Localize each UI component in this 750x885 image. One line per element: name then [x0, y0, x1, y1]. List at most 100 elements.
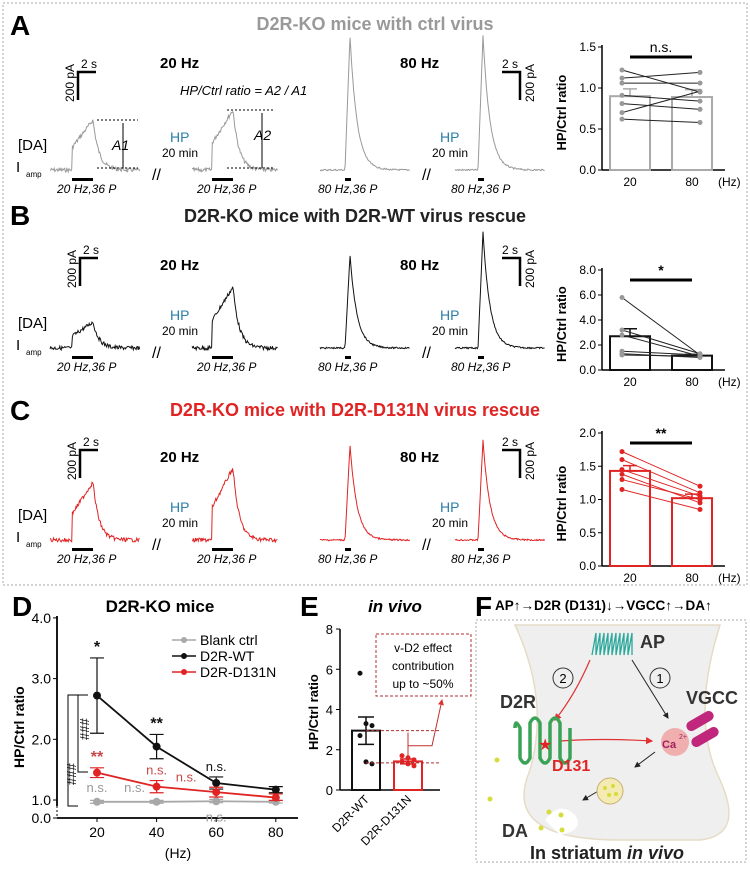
stim-bar	[212, 178, 233, 181]
freq-label-80hz: 80 Hz	[400, 449, 439, 466]
da-label: [DA]	[18, 507, 47, 524]
x-unit-label: (Hz)	[718, 175, 741, 189]
data-point	[697, 506, 703, 512]
diagram-caption: In striatum in vivo	[530, 843, 684, 863]
data-point	[619, 327, 625, 333]
a1-label: A1	[111, 137, 129, 153]
stim-label: 80 Hz,36 P	[451, 360, 510, 374]
data-point	[697, 497, 703, 502]
y-tick-label: 4.0	[579, 313, 596, 327]
panel-d-title: D2R-KO mice	[106, 597, 215, 616]
data-point	[212, 788, 221, 797]
data-point	[369, 723, 375, 729]
error-bar	[623, 464, 637, 471]
y-tick-label: 2.0	[32, 731, 52, 747]
annotation-line-2: contribution	[392, 659, 454, 673]
hp-label: HP	[170, 499, 189, 515]
y-tick-label: 2.0	[579, 426, 596, 440]
current-trace	[191, 110, 278, 173]
freq-label-80hz-a: 80 Hz	[400, 55, 439, 72]
data-point	[619, 487, 625, 493]
hp-label: HP	[440, 307, 459, 323]
x-tick-label: 40	[149, 824, 165, 840]
paired-line	[621, 489, 701, 510]
data-point	[152, 742, 161, 751]
data-point	[619, 75, 625, 81]
stim-bar	[72, 548, 93, 551]
panel-letter-e: E	[300, 591, 319, 622]
y-tick-label: 0.5	[579, 526, 596, 540]
panel-c-title: D2R-KO mice with D2R-D131N virus rescue	[170, 400, 540, 420]
x-tick-label: 20	[89, 824, 105, 840]
vgcc-channel-icon	[686, 711, 714, 731]
stim-label: 20 Hz,36 P	[196, 182, 256, 196]
data-point	[619, 449, 625, 455]
hp-label: HP	[170, 307, 189, 323]
panel-e-title: in vivo	[368, 597, 422, 616]
mutation-star-icon: ★	[538, 737, 552, 754]
error-bar	[623, 88, 637, 97]
freq-label-20hz: 20 Hz	[160, 449, 199, 466]
scale-current-label: 200 pA	[523, 442, 537, 480]
freq-label-20hz: 20 Hz	[160, 257, 199, 274]
data-point	[357, 670, 363, 676]
freq-label-80hz: 80 Hz	[400, 257, 439, 274]
paired-line	[621, 334, 701, 357]
significance-label: **	[150, 715, 163, 732]
da-label: DA	[502, 821, 528, 841]
data-point	[212, 797, 221, 806]
stim-bar	[345, 356, 351, 359]
caption-italic: in vivo	[627, 843, 684, 863]
bracket-label: ###	[64, 763, 79, 785]
y-tick-label: 0.0	[579, 363, 596, 377]
significance-label: n.s.	[87, 780, 108, 795]
data-point	[619, 467, 625, 473]
legend-marker	[181, 637, 187, 643]
series-line	[97, 800, 276, 803]
paired-line	[621, 297, 701, 356]
d2r-label: D2R	[500, 692, 536, 712]
series-line	[96, 694, 276, 791]
scale-time-label: 2 s	[502, 435, 518, 449]
y-tick-label: 0.0	[579, 559, 596, 573]
d131-label: D131	[552, 758, 590, 775]
current-trace	[49, 481, 140, 543]
scale-time-label: 2 s	[81, 57, 97, 71]
stim-label: 20 Hz,36 P	[196, 552, 256, 566]
paired-line	[621, 118, 701, 123]
y-tick-label: 1.0	[579, 81, 596, 95]
data-point	[271, 793, 280, 802]
data-point	[619, 92, 625, 98]
x-tick-label: 20	[623, 571, 637, 585]
panel-letter-d: D	[12, 591, 32, 622]
data-point	[619, 477, 625, 483]
current-trace	[191, 468, 278, 544]
data-point	[93, 691, 101, 700]
data-point	[697, 106, 703, 112]
annotation-line-3: up to ~50%	[392, 677, 453, 691]
action-potential-icon	[591, 632, 633, 656]
current-trace	[319, 445, 410, 542]
annotation-line-1: v-D2 effect	[394, 641, 452, 655]
stim-bar	[478, 356, 484, 359]
y-tick-label: 2	[326, 743, 333, 758]
current-trace	[454, 439, 546, 542]
stim-label: 20 Hz,36 P	[196, 360, 256, 374]
axis-break-mark: //	[152, 537, 161, 554]
axis-break-mark: //	[422, 345, 431, 362]
stim-bar	[72, 178, 93, 181]
stim-label: 80 Hz,36 P	[318, 360, 377, 374]
scale-bar-left	[76, 70, 96, 100]
axis-break-mark: //	[152, 167, 161, 184]
data-point	[411, 757, 417, 763]
bar	[671, 354, 713, 371]
stim-label: 80 Hz,36 P	[318, 182, 377, 196]
x-tick-label: 80	[268, 824, 284, 840]
annotation-box	[375, 633, 472, 697]
hp-time-label: 20 min	[162, 324, 198, 338]
paired-line	[621, 69, 701, 93]
step-1-label: 1	[656, 671, 663, 686]
current-trace	[454, 231, 545, 350]
stim-label: 20 Hz,36 P	[56, 552, 116, 566]
